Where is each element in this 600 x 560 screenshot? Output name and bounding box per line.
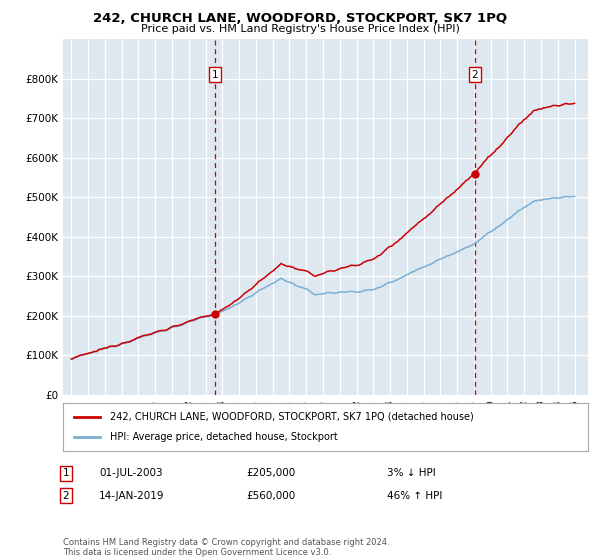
- Text: £560,000: £560,000: [246, 491, 295, 501]
- Text: 1: 1: [62, 468, 70, 478]
- Text: Price paid vs. HM Land Registry's House Price Index (HPI): Price paid vs. HM Land Registry's House …: [140, 24, 460, 34]
- Text: 46% ↑ HPI: 46% ↑ HPI: [387, 491, 442, 501]
- Text: 01-JUL-2003: 01-JUL-2003: [99, 468, 163, 478]
- Text: 2: 2: [472, 70, 478, 80]
- Text: HPI: Average price, detached house, Stockport: HPI: Average price, detached house, Stoc…: [110, 432, 338, 442]
- Text: 2: 2: [62, 491, 70, 501]
- Text: 242, CHURCH LANE, WOODFORD, STOCKPORT, SK7 1PQ: 242, CHURCH LANE, WOODFORD, STOCKPORT, S…: [93, 12, 507, 25]
- Text: Contains HM Land Registry data © Crown copyright and database right 2024.
This d: Contains HM Land Registry data © Crown c…: [63, 538, 389, 557]
- Text: 242, CHURCH LANE, WOODFORD, STOCKPORT, SK7 1PQ (detached house): 242, CHURCH LANE, WOODFORD, STOCKPORT, S…: [110, 412, 474, 422]
- Text: 3% ↓ HPI: 3% ↓ HPI: [387, 468, 436, 478]
- Text: £205,000: £205,000: [246, 468, 295, 478]
- Text: 1: 1: [212, 70, 218, 80]
- Text: 14-JAN-2019: 14-JAN-2019: [99, 491, 164, 501]
